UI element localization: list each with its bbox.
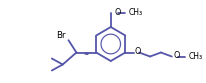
Text: O: O [174, 51, 180, 60]
Text: CH₃: CH₃ [189, 51, 203, 61]
Text: CH₃: CH₃ [129, 8, 143, 17]
Text: Br: Br [56, 31, 66, 40]
Text: O: O [114, 7, 121, 17]
Text: O: O [134, 47, 140, 56]
